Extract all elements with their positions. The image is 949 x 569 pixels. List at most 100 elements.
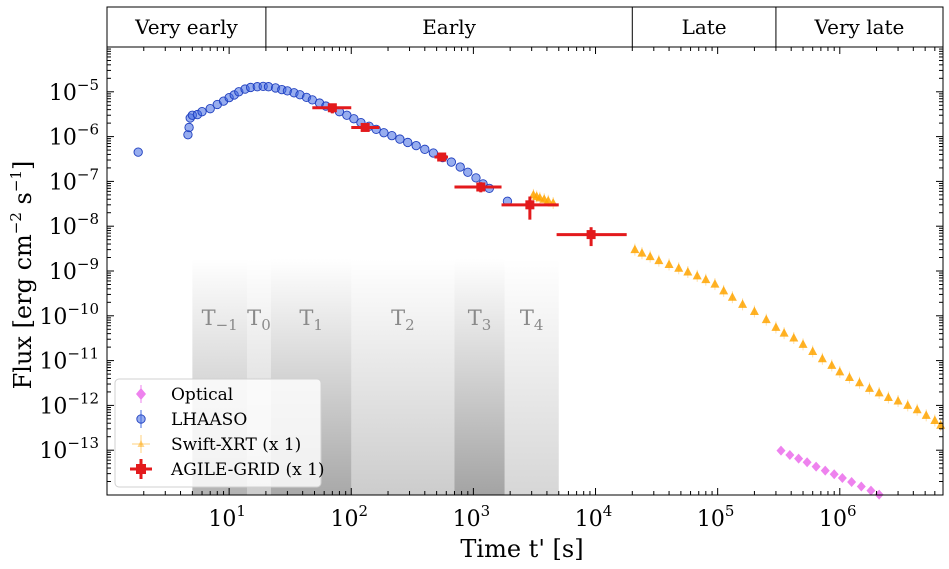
agile-point xyxy=(476,182,486,192)
legend-marker-xrt xyxy=(137,440,145,447)
lhaaso-point xyxy=(446,157,457,167)
xrt-point xyxy=(930,415,940,425)
optical-point xyxy=(847,477,857,488)
x-tick-label: 102 xyxy=(330,502,368,532)
phase-header: Very early Early Late Very late xyxy=(106,6,944,48)
agile-point xyxy=(327,103,337,113)
phase-label: Early xyxy=(422,15,476,39)
x-tick-label: 101 xyxy=(208,502,246,532)
xrt-point xyxy=(817,353,827,363)
optical-point xyxy=(811,461,821,472)
legend-box xyxy=(114,378,322,488)
xrt-point xyxy=(761,314,771,324)
legend-marker-optical xyxy=(136,388,146,400)
xrt-point xyxy=(749,306,759,315)
lhaaso-point xyxy=(395,134,405,144)
agile-point xyxy=(586,230,596,240)
agile-point xyxy=(360,122,370,132)
lhaaso-point xyxy=(184,122,194,133)
agile-point xyxy=(437,152,447,162)
lhaaso-point xyxy=(411,140,421,151)
lhaaso-point xyxy=(133,147,143,157)
xrt-point xyxy=(827,360,837,369)
interval-band xyxy=(454,258,505,495)
lhaaso-point xyxy=(197,107,207,117)
optical-point xyxy=(837,472,847,483)
xrt-point xyxy=(789,332,799,342)
legend: Optical LHAASO Swift-XRT (x 1) AGILE-GRID (… xyxy=(114,378,325,488)
xrt-point xyxy=(903,400,913,409)
phase-label: Late xyxy=(682,15,727,39)
x-tick-label: 106 xyxy=(819,502,857,532)
optical-point xyxy=(856,481,866,492)
xrt-point xyxy=(844,372,854,381)
lhaaso-point xyxy=(455,162,465,172)
y-tick-label: 10−8 xyxy=(49,210,99,240)
xrt-point xyxy=(701,274,711,284)
y-axis-label: Flux [erg cm−2 s−1] xyxy=(7,161,37,390)
lhaaso-point xyxy=(471,173,481,183)
axes: 101 102 103 104 105 106 10−13 10−12 10−11 10−10 10… xyxy=(7,46,944,563)
xrt-point xyxy=(664,259,674,268)
x-tick-label: 104 xyxy=(575,502,613,532)
interval-label: T4 xyxy=(520,306,544,334)
xrt-point xyxy=(692,270,702,280)
xrt-point xyxy=(719,285,729,295)
y-tick-label: 10−5 xyxy=(49,76,99,106)
interval-label: T0 xyxy=(247,306,271,334)
y-tick-label: 10−9 xyxy=(49,255,99,285)
xrt-point xyxy=(779,328,789,337)
y-tick-label: 10−7 xyxy=(49,165,99,195)
lhaaso-point xyxy=(205,104,215,114)
xrt-point xyxy=(808,346,818,355)
lhaaso-point xyxy=(403,137,413,148)
legend-marker-lhaaso xyxy=(136,414,146,424)
xrt-point xyxy=(710,279,720,288)
legend-marker-agile xyxy=(136,464,146,474)
xrt-point xyxy=(654,255,664,265)
optical-point xyxy=(802,457,812,468)
agile-point xyxy=(525,200,535,210)
xrt-point xyxy=(727,292,737,301)
xrt-point xyxy=(683,266,693,276)
xrt-point xyxy=(883,392,893,402)
y-tick-label: 10−13 xyxy=(39,434,99,464)
interval-label: T1 xyxy=(299,306,323,334)
xrt-point xyxy=(874,387,884,397)
x-tick-label: 103 xyxy=(453,502,491,532)
y-tick-label: 10−10 xyxy=(39,300,99,330)
xrt-point xyxy=(630,244,640,254)
optical-point xyxy=(776,445,786,456)
xrt-point xyxy=(893,396,903,405)
legend-label: LHAASO xyxy=(171,410,247,430)
y-tick-label: 10−6 xyxy=(49,121,99,151)
interval-label: T2 xyxy=(391,306,415,334)
legend-label: AGILE-GRID (x 1) xyxy=(170,460,325,480)
phase-label: Very late xyxy=(814,15,905,39)
xrt-point xyxy=(645,251,655,261)
lhaaso-point xyxy=(349,114,359,124)
interval-band xyxy=(351,258,455,495)
xrt-point xyxy=(637,248,647,257)
xrt-point xyxy=(835,366,845,376)
xrt-point xyxy=(674,263,684,272)
lhaaso-point xyxy=(420,144,430,154)
optical-point xyxy=(820,465,830,476)
xrt-point xyxy=(912,404,922,414)
y-tick-label: 10−11 xyxy=(39,345,99,375)
xrt-point xyxy=(864,383,874,392)
optical-point xyxy=(866,485,876,496)
interval-band xyxy=(504,258,559,495)
time-interval-bands: T−1 T0 T1 T2 T3 T4 xyxy=(192,258,559,495)
x-tick-label: 105 xyxy=(697,502,735,532)
phase-label: Very early xyxy=(134,15,238,39)
optical-point xyxy=(794,453,804,464)
lhaaso-point xyxy=(379,128,389,138)
xrt-point xyxy=(738,299,748,308)
xrt-point xyxy=(771,322,781,331)
optical-point xyxy=(785,450,795,461)
lhaaso-point xyxy=(463,167,473,177)
y-tick-label: 10−12 xyxy=(39,389,99,419)
legend-label: Optical xyxy=(171,385,233,405)
